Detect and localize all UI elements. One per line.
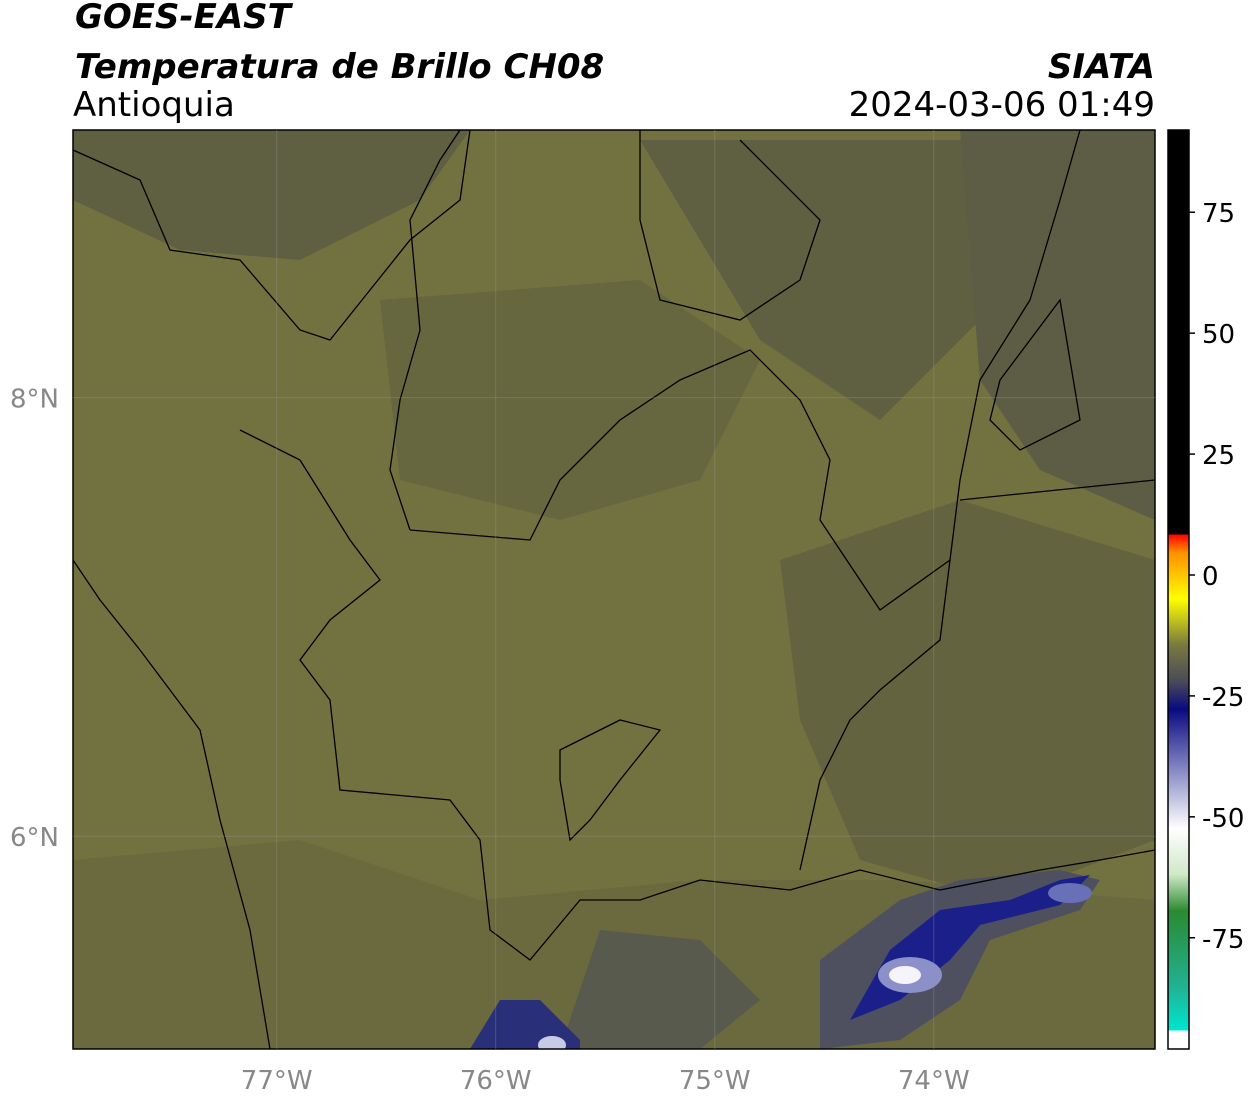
- colorbar: [1167, 129, 1190, 1050]
- map-frame: [72, 129, 1156, 1050]
- colorbar-tick-label: -50: [1202, 804, 1244, 834]
- colorbar-tick-label: 25: [1202, 441, 1235, 471]
- subtitle: Temperatura de Brillo CH08: [75, 47, 604, 87]
- x-tick-label: 77°W: [241, 1066, 313, 1096]
- datetime: 2024-03-06 01:49: [849, 85, 1155, 125]
- x-tick-label: 75°W: [679, 1066, 751, 1096]
- colorbar-tick-label: 0: [1202, 562, 1219, 592]
- colorbar-tick-label: -75: [1202, 925, 1244, 955]
- colorbar-tick-label: -25: [1202, 683, 1244, 713]
- colorbar-tick-label: 75: [1202, 199, 1235, 229]
- y-tick-label: 6°N: [10, 823, 59, 853]
- x-tick-label: 74°W: [898, 1066, 970, 1096]
- source: SIATA: [1048, 47, 1155, 87]
- title: GOES-EAST: [75, 0, 294, 37]
- colorbar-tick-label: 50: [1202, 320, 1235, 350]
- map-image: [73, 130, 1155, 1049]
- x-tick-label: 76°W: [460, 1066, 532, 1096]
- region: Antioquia: [73, 85, 235, 125]
- y-tick-label: 8°N: [10, 385, 59, 415]
